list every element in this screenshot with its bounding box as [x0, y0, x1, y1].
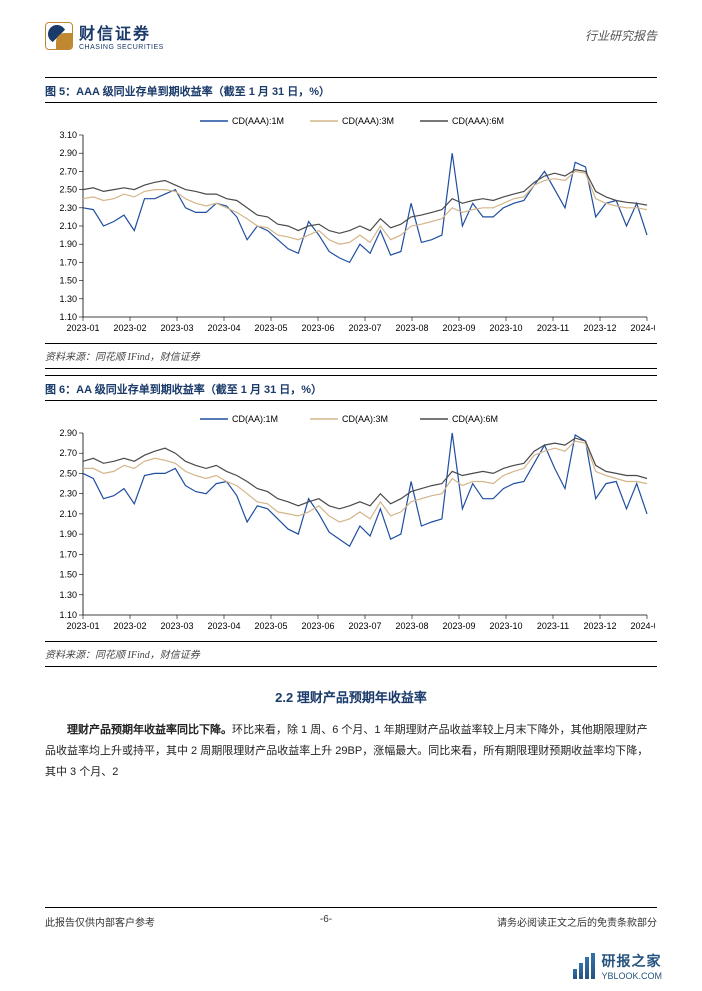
- svg-text:2023-11: 2023-11: [537, 621, 569, 631]
- svg-text:2023-01: 2023-01: [66, 323, 99, 333]
- svg-text:CD(AA):3M: CD(AA):3M: [342, 414, 388, 424]
- svg-text:CD(AA):6M: CD(AA):6M: [452, 414, 498, 424]
- svg-text:1.70: 1.70: [59, 257, 77, 267]
- page-header: 财信证券 CHASING SECURITIES 行业研究报告: [45, 20, 657, 59]
- svg-text:2024-01: 2024-01: [630, 621, 655, 631]
- section-heading: 2.2 理财产品预期年收益率: [45, 687, 657, 706]
- footer-left: 此报告仅供内部客户参考: [45, 914, 155, 929]
- svg-text:CD(AAA):1M: CD(AAA):1M: [232, 116, 284, 126]
- svg-text:2023-08: 2023-08: [395, 323, 428, 333]
- svg-text:2023-08: 2023-08: [395, 621, 428, 631]
- svg-text:2023-04: 2023-04: [207, 621, 240, 631]
- footer-right: 请务必阅读正文之后的免责条款部分: [497, 914, 657, 929]
- svg-text:2023-07: 2023-07: [348, 621, 381, 631]
- svg-text:2023-12: 2023-12: [583, 323, 616, 333]
- svg-text:2.50: 2.50: [59, 468, 77, 478]
- svg-text:2023-05: 2023-05: [254, 621, 287, 631]
- body-paragraph: 理财产品预期年收益率同比下降。环比来看，除 1 周、6 个月、1 年期理财产品收…: [45, 720, 657, 783]
- svg-text:2023-12: 2023-12: [583, 621, 616, 631]
- svg-text:2.70: 2.70: [59, 448, 77, 458]
- figure-5-source: 资料来源：同花顺 IFind，财信证券: [45, 344, 657, 369]
- svg-text:2023-03: 2023-03: [160, 621, 193, 631]
- svg-text:2023-06: 2023-06: [301, 621, 334, 631]
- logo-text: 财信证券 CHASING SECURITIES: [79, 20, 164, 51]
- svg-text:1.30: 1.30: [59, 294, 77, 304]
- svg-text:2023-09: 2023-09: [442, 621, 475, 631]
- figure-5-container: 1.10 1.30 1.50 1.70 1.90 2.10 2.30 2.50 2.70 2.90…: [45, 102, 657, 344]
- figure-6-title: 图 6：AA 级同业存单到期收益率（截至 1 月 31 日，%）: [45, 375, 657, 400]
- figure-6-container: 1.10 1.30 1.50 1.70 1.90 2.10 2.30 2.50 2.70 2.90…: [45, 400, 657, 642]
- svg-text:2023-10: 2023-10: [489, 621, 522, 631]
- svg-text:2.90: 2.90: [59, 148, 77, 158]
- figure-6-source: 资料来源：同花顺 IFind，财信证券: [45, 642, 657, 667]
- figure-6-svg: 1.10 1.30 1.50 1.70 1.90 2.10 2.30 2.50 2.70 2.90…: [45, 407, 655, 637]
- svg-text:2.90: 2.90: [59, 428, 77, 438]
- svg-text:CD(AA):1M: CD(AA):1M: [232, 414, 278, 424]
- watermark-text: 研报之家 YBLOOK.COM: [601, 951, 662, 981]
- svg-text:2.10: 2.10: [59, 509, 77, 519]
- svg-text:2023-10: 2023-10: [489, 323, 522, 333]
- svg-text:2.10: 2.10: [59, 221, 77, 231]
- svg-text:2023-03: 2023-03: [160, 323, 193, 333]
- svg-text:2023-06: 2023-06: [301, 323, 334, 333]
- watermark: 研报之家 YBLOOK.COM: [573, 951, 662, 981]
- svg-text:2023-05: 2023-05: [254, 323, 287, 333]
- svg-text:CD(AAA):3M: CD(AAA):3M: [342, 116, 394, 126]
- svg-text:CD(AAA):6M: CD(AAA):6M: [452, 116, 504, 126]
- svg-text:2.70: 2.70: [59, 166, 77, 176]
- watermark-bars-icon: [573, 953, 595, 979]
- svg-text:2.50: 2.50: [59, 185, 77, 195]
- svg-text:2023-04: 2023-04: [207, 323, 240, 333]
- svg-text:2023-09: 2023-09: [442, 323, 475, 333]
- svg-text:2.30: 2.30: [59, 203, 77, 213]
- logo-icon: [45, 22, 73, 50]
- svg-text:3.10: 3.10: [59, 130, 77, 140]
- svg-text:2024-01: 2024-01: [630, 323, 655, 333]
- page-footer: 此报告仅供内部客户参考 -6- 请务必阅读正文之后的免责条款部分: [45, 907, 657, 929]
- logo-cn: 财信证券: [79, 26, 151, 43]
- svg-text:2023-01: 2023-01: [66, 621, 99, 631]
- svg-text:1.50: 1.50: [59, 276, 77, 286]
- header-right-text: 行业研究报告: [585, 27, 657, 44]
- logo-en: CHASING SECURITIES: [79, 44, 164, 51]
- svg-text:1.10: 1.10: [59, 610, 77, 620]
- svg-text:1.70: 1.70: [59, 549, 77, 559]
- svg-text:2023-02: 2023-02: [113, 323, 146, 333]
- footer-center: -6-: [320, 914, 332, 929]
- svg-text:2023-07: 2023-07: [348, 323, 381, 333]
- svg-text:1.10: 1.10: [59, 312, 77, 322]
- svg-text:2023-11: 2023-11: [537, 323, 569, 333]
- svg-text:1.90: 1.90: [59, 239, 77, 249]
- watermark-url: YBLOOK.COM: [601, 971, 662, 981]
- svg-text:2023-02: 2023-02: [113, 621, 146, 631]
- figure-5-svg: 1.10 1.30 1.50 1.70 1.90 2.10 2.30 2.50 2.70 2.90…: [45, 109, 655, 339]
- figure-5: 图 5：AAA 级同业存单到期收益率（截至 1 月 31 日，%） 1.101.…: [45, 77, 657, 369]
- logo: 财信证券 CHASING SECURITIES: [45, 20, 164, 51]
- svg-text:2.30: 2.30: [59, 489, 77, 499]
- watermark-name: 研报之家: [601, 951, 662, 971]
- svg-text:1.50: 1.50: [59, 570, 77, 580]
- svg-text:1.90: 1.90: [59, 529, 77, 539]
- figure-5-title: 图 5：AAA 级同业存单到期收益率（截至 1 月 31 日，%）: [45, 77, 657, 102]
- figure-6: 图 6：AA 级同业存单到期收益率（截至 1 月 31 日，%） 1.10 1.3…: [45, 375, 657, 667]
- svg-text:1.30: 1.30: [59, 590, 77, 600]
